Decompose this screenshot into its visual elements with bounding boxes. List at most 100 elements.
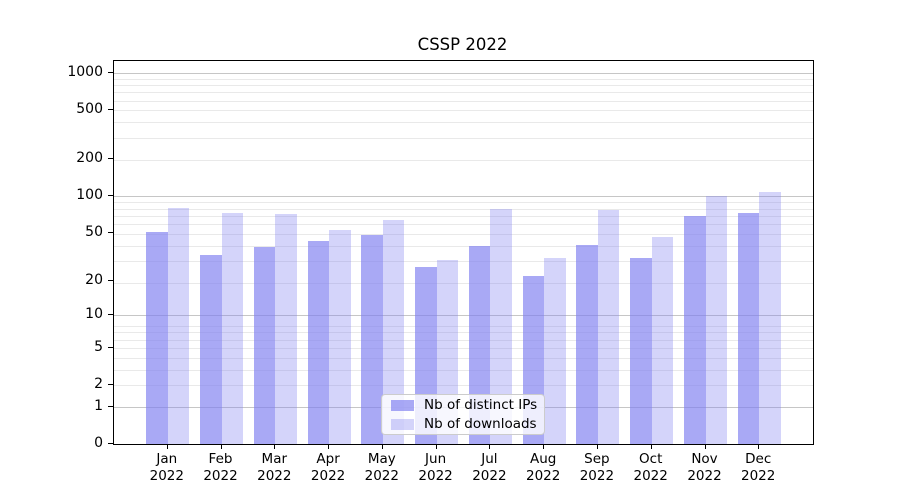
legend-item-downloads: Nb of downloads [391,415,537,432]
y-tick-label: 50 [85,223,103,240]
bar-distinct-ips [200,254,222,444]
minor-gridline [114,85,813,86]
y-tick-label: 100 [76,187,103,204]
bar-distinct-ips [253,247,276,444]
bar-distinct-ips [146,231,168,444]
bar-distinct-ips [684,215,706,444]
bar-downloads [221,212,243,444]
x-tick-label: Aug 2022 [526,451,561,484]
x-tick-mark [328,444,330,449]
y-tick-label: 200 [76,150,103,167]
x-tick-label: Jun 2022 [418,451,453,484]
x-tick-mark [274,444,276,449]
minor-gridline [114,78,813,80]
y-tick-label: 500 [76,101,103,118]
bar-downloads [382,219,405,444]
minor-gridline [114,215,813,217]
x-tick-mark [758,444,760,449]
x-tick-label: Feb 2022 [203,451,238,484]
minor-gridline [114,339,813,341]
minor-gridline [114,261,813,263]
x-tick-label: May 2022 [364,451,399,484]
x-tick-label: Nov 2022 [687,451,722,484]
y-tick-mark [108,195,113,197]
legend-label-downloads: Nb of downloads [424,415,537,432]
y-tick-mark [108,314,113,316]
bar-distinct-ips [737,212,760,444]
y-tick-label: 20 [85,271,103,288]
y-tick-mark [108,443,113,444]
minor-gridline [114,369,813,371]
legend-swatch-distinct-ips [391,399,414,411]
x-tick-label: Dec 2022 [741,451,776,484]
chart-title: CSSP 2022 [417,35,508,54]
bar-distinct-ips [361,235,383,444]
bar-distinct-ips [630,257,652,444]
y-tick-mark [108,346,113,348]
bar-downloads [759,192,781,444]
y-tick-mark [108,72,113,73]
legend-label-distinct-ips: Nb of distinct IPs [424,396,538,413]
y-tick-mark [108,231,113,233]
minor-gridline [114,233,813,235]
x-tick-mark [596,444,598,449]
x-tick-label: Jan 2022 [149,451,184,484]
major-gridline [114,73,813,74]
x-tick-label: Sep 2022 [579,451,615,484]
y-tick-label: 2 [94,376,103,392]
x-tick-mark [650,444,652,449]
x-tick-label: Mar 2022 [257,451,292,484]
y-tick-label: 1 [94,397,103,414]
x-tick-mark [435,444,437,449]
legend-item-distinct-ips: Nb of distinct IPs [391,396,538,413]
x-tick-mark [704,444,706,449]
legend: Nb of distinct IPs Nb of downloads [381,394,545,435]
bar-distinct-ips [307,240,330,444]
minor-gridline [114,202,813,204]
x-tick-mark [220,444,222,449]
y-tick-mark [108,279,113,281]
x-tick-label: Oct 2022 [633,451,668,484]
y-tick-label: 5 [94,338,103,355]
bar-downloads [167,208,190,444]
minor-gridline [114,137,813,139]
bar-downloads [651,237,674,444]
minor-gridline [114,122,813,124]
minor-gridline [114,159,813,161]
minor-gridline [114,245,813,247]
major-gridline [114,315,813,317]
x-tick-mark [543,444,545,449]
minor-gridline [114,100,813,102]
x-tick-label: Apr 2022 [310,451,346,484]
y-tick-mark [108,384,113,385]
x-tick-mark [381,444,383,449]
plot-area [113,60,814,445]
minor-gridline [114,357,813,359]
bar-downloads [544,257,566,444]
x-tick-mark [166,444,168,449]
bar-downloads [329,229,351,444]
y-tick-label: 0 [94,435,103,451]
minor-gridline [114,110,813,112]
y-tick-mark [108,158,113,160]
bar-distinct-ips [576,244,598,444]
bar-downloads [275,213,297,444]
y-tick-mark [108,109,113,111]
minor-gridline [114,326,813,327]
minor-gridline [114,283,813,285]
major-gridline [114,196,813,198]
bar-downloads [597,210,620,444]
x-tick-label: Jul 2022 [472,451,507,484]
x-tick-mark [489,444,491,449]
minor-gridline [114,347,813,349]
y-tick-label: 10 [85,306,103,323]
minor-gridline [114,385,813,386]
y-tick-mark [108,405,113,407]
minor-gridline [114,332,813,334]
y-tick-label: 1000 [67,64,103,80]
legend-swatch-downloads [391,418,414,430]
bar-downloads [490,208,512,444]
bar-downloads [705,195,727,444]
minor-gridline [114,92,813,94]
